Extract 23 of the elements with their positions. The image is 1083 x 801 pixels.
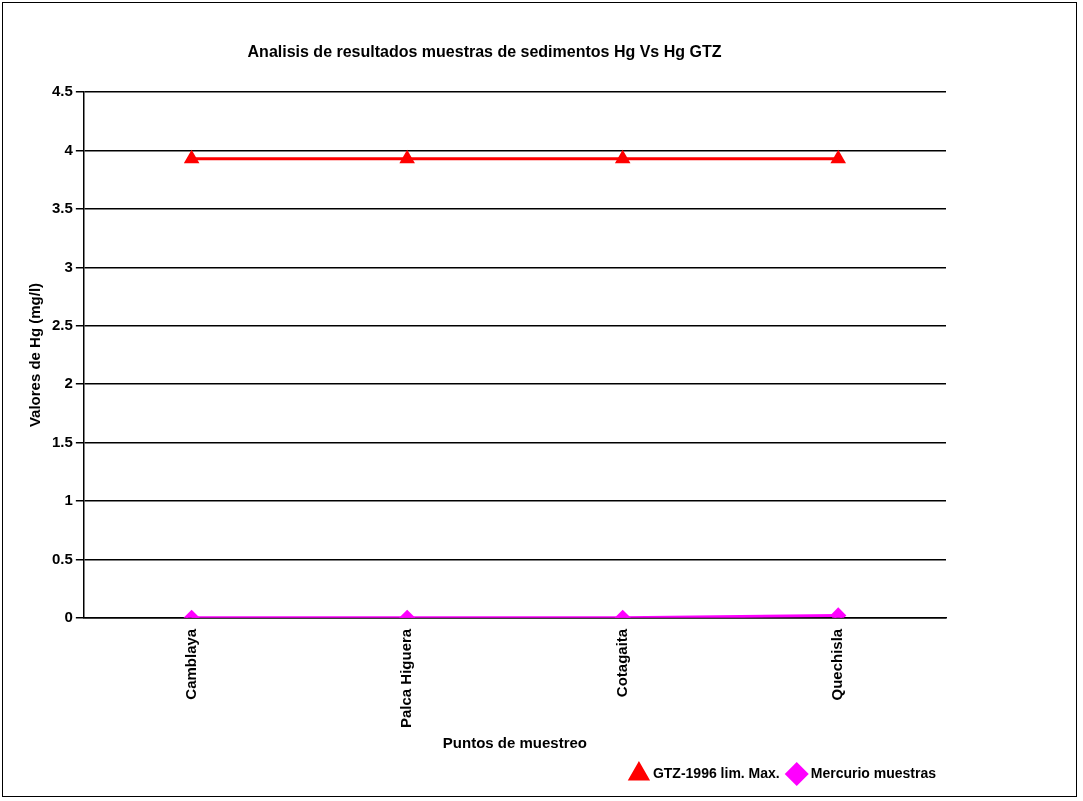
legend-label: GTZ-1996 lim. Max.: [652, 764, 780, 781]
y-tick-label: 0.5: [51, 549, 73, 567]
y-tick-label: 3: [64, 257, 73, 275]
point: [184, 151, 199, 164]
point: [400, 151, 414, 164]
chart-title: Analisis de resultados muestras de sedimentos Hg Vs Hg GTZ: [247, 43, 722, 61]
legend-label: Mercurio muestras: [810, 764, 937, 781]
y-tick-label: 2: [64, 374, 73, 392]
y-tick-label: 1: [64, 491, 73, 509]
y-tick-label: 1.5: [51, 432, 73, 450]
y-tick-label: 4: [64, 140, 74, 158]
y-tick-label: 3.5: [51, 199, 73, 217]
x-tick-label: Camblaya: [181, 628, 199, 700]
point: [616, 151, 630, 164]
y-tick-label: 0: [64, 607, 73, 625]
x-tick-label: Quechisla: [828, 628, 846, 701]
y-tick-label: 2.5: [51, 315, 73, 333]
y-axis-title: Valores de Hg (mg/l): [26, 282, 44, 428]
point: [831, 151, 845, 164]
x-tick-label: Palca Higuera: [397, 628, 415, 728]
x-tick-label: Cotagaita: [612, 628, 630, 698]
x-axis-title: Puntos de muestreo: [442, 734, 588, 752]
y-tick-label: 4.5: [51, 82, 73, 100]
